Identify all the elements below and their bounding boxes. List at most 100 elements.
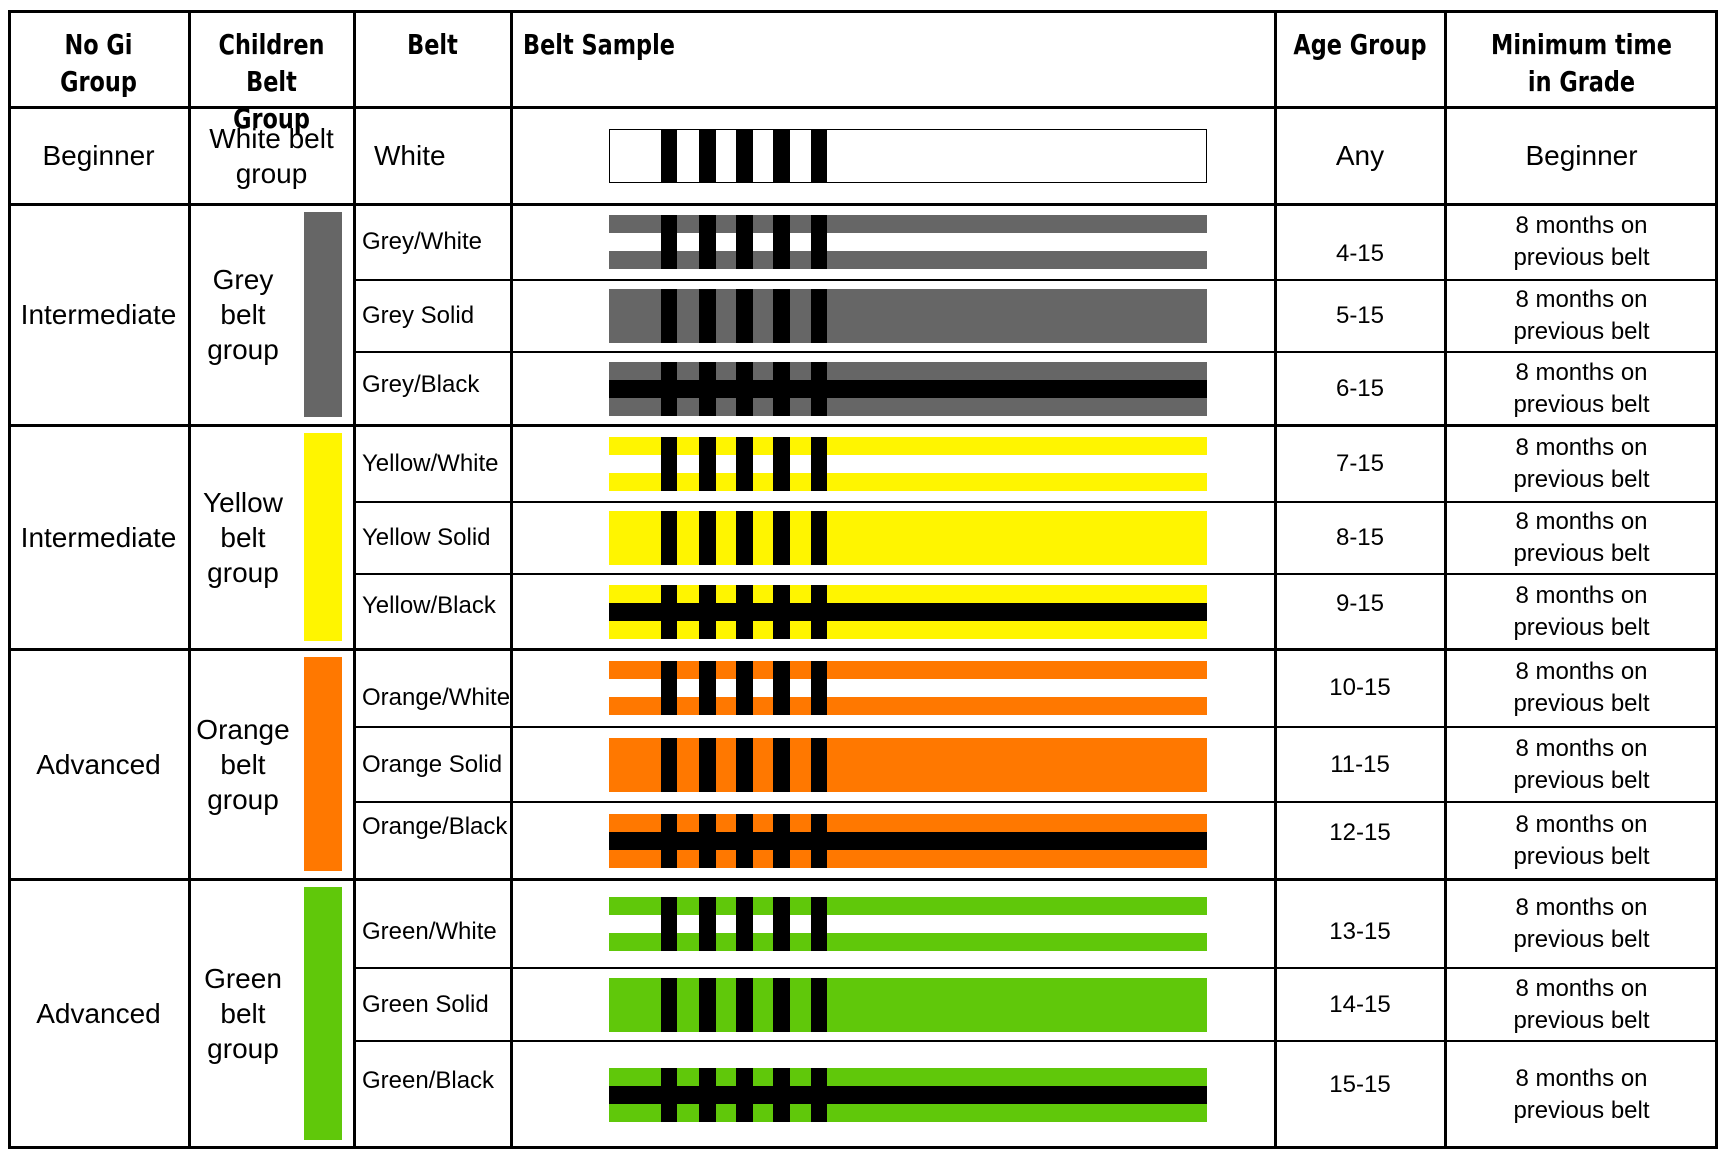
- header-belt-text: Belt: [407, 28, 458, 61]
- minimum-time-line: previous belt: [1513, 465, 1650, 493]
- rank-bar-segment: [699, 215, 716, 269]
- rank-bar-segment: [699, 129, 716, 183]
- age-group: 8-15: [1335, 524, 1385, 551]
- belt-sample: [609, 215, 1207, 269]
- header-belt-sample: Belt Sample: [523, 10, 1125, 123]
- children-belt-group-cell: Green belt group: [193, 879, 293, 1148]
- minimum-time-line: 8 months on: [1515, 433, 1648, 461]
- children-belt-group-label-line: belt: [220, 748, 266, 780]
- children-belt-group-label-line: Grey: [212, 264, 274, 295]
- belt-sample: [609, 1068, 1207, 1122]
- no-gi-group-cell: Beginner: [8, 107, 189, 204]
- belt-black-stripe: [609, 1086, 1207, 1104]
- children-belt-group-label-line: group: [207, 556, 279, 588]
- belt-name: Orange/White: [362, 684, 511, 711]
- rank-bar-segment: [811, 129, 827, 183]
- header-minimum-time-text: Minimum time: [1491, 28, 1672, 61]
- minimum-time-line: previous belt: [1513, 613, 1650, 641]
- rank-bar-segment: [811, 1068, 827, 1122]
- children-belt-group-cell: White belt group: [189, 107, 354, 204]
- belt-sample: [609, 289, 1207, 343]
- belt-sample: [609, 511, 1207, 565]
- belt-sample: [609, 661, 1207, 715]
- no-gi-group-cell: Intermediate: [8, 425, 189, 649]
- belt-name-cell: Yellow Solid: [354, 502, 519, 574]
- belt-name-cell: Orange/White: [354, 659, 519, 737]
- rank-bar-segment: [736, 585, 753, 639]
- rank-bar-segment: [661, 897, 677, 951]
- children-belt-group-label-line: belt: [220, 299, 266, 330]
- children-belt-group-cell: Grey belt group: [193, 204, 293, 425]
- belt-sample: [609, 814, 1207, 868]
- children-belt-group-cell: Yellow belt group: [193, 425, 293, 649]
- belt-white-stripe: [609, 455, 1207, 473]
- rank-bar-segment: [773, 978, 790, 1032]
- grid-line-horizontal: [354, 967, 1718, 969]
- minimum-time-line: 8 months on: [1515, 581, 1648, 609]
- rank-bar-segment: [811, 289, 827, 343]
- age-group: 10-15: [1329, 674, 1391, 701]
- age-group-cell: 15-15: [1275, 1031, 1445, 1138]
- belt-name: Green/White: [362, 917, 497, 945]
- grid-line-horizontal: [8, 10, 1718, 13]
- age-group-cell: 5-15: [1275, 280, 1445, 352]
- belt-sample: [609, 437, 1207, 491]
- header-no-gi-group-text: No Gi: [64, 28, 133, 61]
- minimum-time-line: previous belt: [1513, 690, 1650, 717]
- age-group: 13-15: [1329, 917, 1391, 945]
- age-group-cell: 6-15: [1275, 352, 1445, 425]
- grid-line-vertical: [1274, 10, 1277, 1148]
- minimum-time-line: 8 months on: [1515, 508, 1648, 535]
- rank-bar-segment: [661, 289, 677, 343]
- grid-line-horizontal: [354, 279, 1718, 281]
- minimum-time-cell: 8 months on previous belt: [1445, 425, 1718, 502]
- no-gi-group-cell: Advanced: [8, 879, 189, 1148]
- minimum-time-line: previous belt: [1513, 318, 1650, 345]
- belt-sample: [609, 978, 1207, 1032]
- belt-name: Green Solid: [362, 990, 489, 1018]
- grid-line-horizontal: [8, 1146, 1718, 1149]
- belt-black-stripe: [609, 380, 1207, 398]
- grid-line-vertical: [510, 10, 513, 1148]
- belt-sample: [609, 585, 1207, 639]
- header-belt: Belt: [370, 10, 496, 123]
- children-belt-group-label-line: group: [207, 783, 279, 815]
- minimum-time-line: 8 months on: [1515, 658, 1648, 685]
- belt-name-cell: Green/Black: [354, 1027, 519, 1134]
- belt-name: Grey Solid: [362, 302, 475, 329]
- children-belt-group-label-line: Orange: [196, 713, 290, 745]
- grid-line-horizontal: [8, 648, 1718, 651]
- belt-name: Orange Solid: [362, 750, 503, 778]
- minimum-time-line: previous belt: [1513, 244, 1650, 271]
- belt-sample: [609, 362, 1207, 416]
- minimum-time-line: 8 months on: [1515, 1064, 1648, 1092]
- belt-name: Orange/Black: [362, 812, 508, 840]
- rank-bar-segment: [736, 511, 753, 565]
- header-age-group: Age Group: [1292, 10, 1428, 123]
- rank-bar-segment: [811, 978, 827, 1032]
- rank-bar-segment: [773, 814, 790, 868]
- age-group-cell: 9-15: [1275, 566, 1445, 641]
- age-group-cell: 7-15: [1275, 425, 1445, 502]
- grid-line-horizontal: [354, 1040, 1718, 1042]
- no-gi-group-label: Advanced: [36, 748, 161, 780]
- rank-bar-segment: [736, 362, 753, 416]
- rank-bar-segment: [699, 585, 716, 639]
- no-gi-group-label: Beginner: [42, 140, 155, 171]
- rank-bar-segment: [699, 1068, 716, 1122]
- rank-bar-segment: [699, 978, 716, 1032]
- rank-bar-segment: [699, 738, 716, 792]
- rank-bar-segment: [699, 362, 716, 416]
- rank-bar-segment: [661, 814, 677, 868]
- grid-line-horizontal: [8, 203, 1718, 206]
- belt-sample: [609, 897, 1207, 951]
- minimum-time-line: 8 months on: [1515, 734, 1648, 762]
- children-belt-group-label-line: group: [235, 157, 308, 189]
- age-group-cell: 13-15: [1275, 887, 1445, 976]
- age-group-cell: 11-15: [1275, 727, 1445, 802]
- rank-bar-segment: [736, 215, 753, 269]
- rank-bar-segment: [773, 738, 790, 792]
- rank-bar-segment: [811, 511, 827, 565]
- belt-name-cell: White: [354, 107, 531, 204]
- rank-bar-segment: [699, 437, 716, 491]
